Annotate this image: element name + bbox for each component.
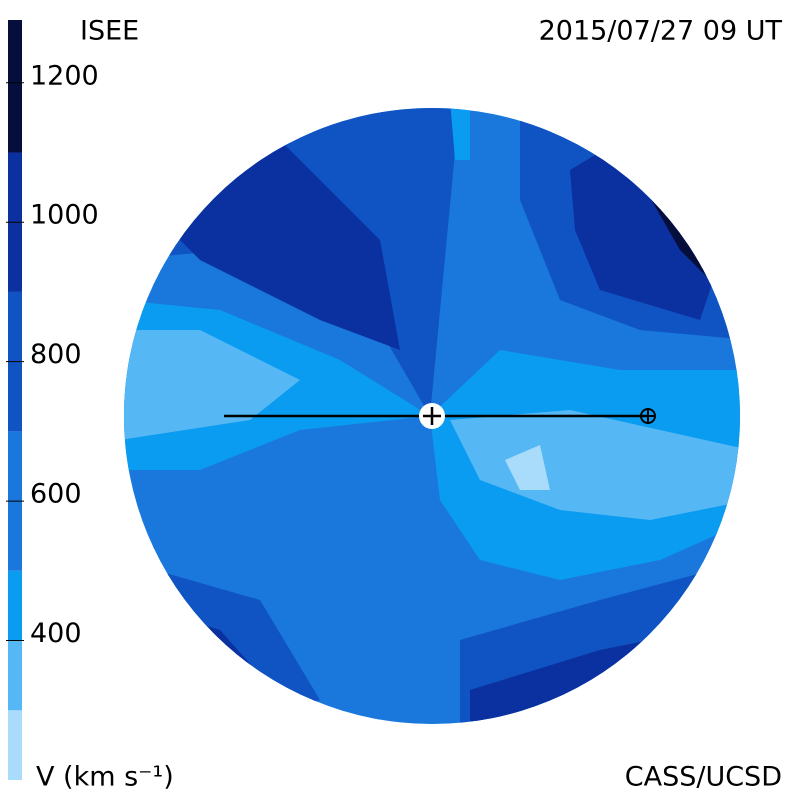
colorbar-band (8, 710, 22, 780)
y-tick-label: 600 (30, 479, 82, 510)
sun-marker (423, 407, 441, 425)
chart-title: ISEE (80, 16, 139, 47)
colorbar-band (8, 640, 22, 711)
credit: CASS/UCSD (625, 762, 782, 793)
colorbar-band (8, 20, 22, 153)
colorbar-band (8, 570, 22, 641)
earth-cross (641, 409, 655, 423)
chart-subtitle: 2015/07/27 09 UT (539, 16, 783, 47)
y-tick-label: 1200 (30, 60, 99, 91)
y-tick-label: 1000 (30, 200, 99, 231)
y-tick-label: 400 (30, 618, 82, 649)
colorbar-label: V (km s⁻¹) (36, 762, 174, 793)
y-tick-label: 800 (30, 339, 82, 370)
